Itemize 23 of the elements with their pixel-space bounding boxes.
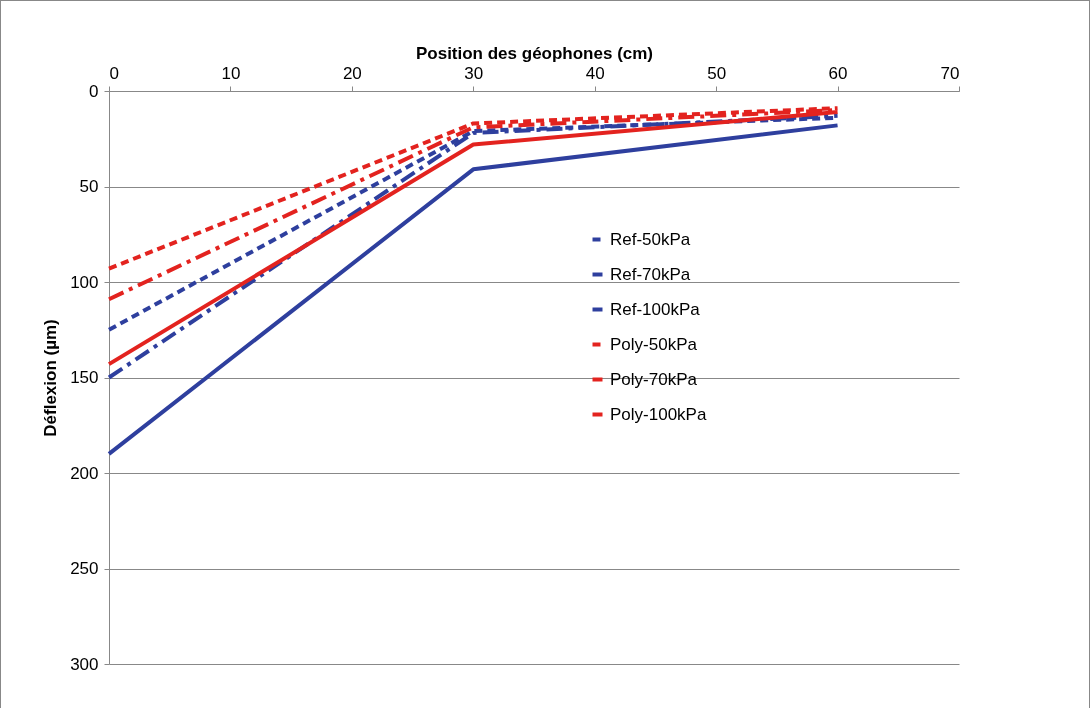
y-tick-label: 250 [70,559,99,578]
y-axis-title: Déflexion (µm) [41,319,61,437]
x-axis-title: Position des géophones (cm) [415,43,654,63]
legend-label: Poly-100kPa [610,404,707,424]
x-tick-label: 60 [828,63,848,83]
x-tick-label: 20 [342,63,362,83]
y-tick-label: 50 [79,177,99,196]
x-tick-label: 70 [940,63,960,83]
legend-label: Poly-50kPa [610,334,698,354]
legend-label: Ref-50kPa [610,229,691,249]
y-tick-label: 200 [70,463,99,483]
x-tick-label: 30 [464,63,484,83]
legend-label: Poly-70kPa [610,369,698,389]
legend-label: Ref-70kPa [610,264,691,284]
y-tick-label: 300 [70,654,99,674]
x-tick-label: 10 [221,63,241,83]
x-tick-label: 0 [109,63,119,83]
y-tick-label: 100 [70,272,99,292]
x-tick-label: 50 [707,63,727,83]
y-tick-label: 150 [70,368,99,387]
legend-label: Ref-100kPa [610,299,701,319]
x-tick-label: 40 [585,63,605,83]
y-tick-label: 0 [89,81,99,101]
